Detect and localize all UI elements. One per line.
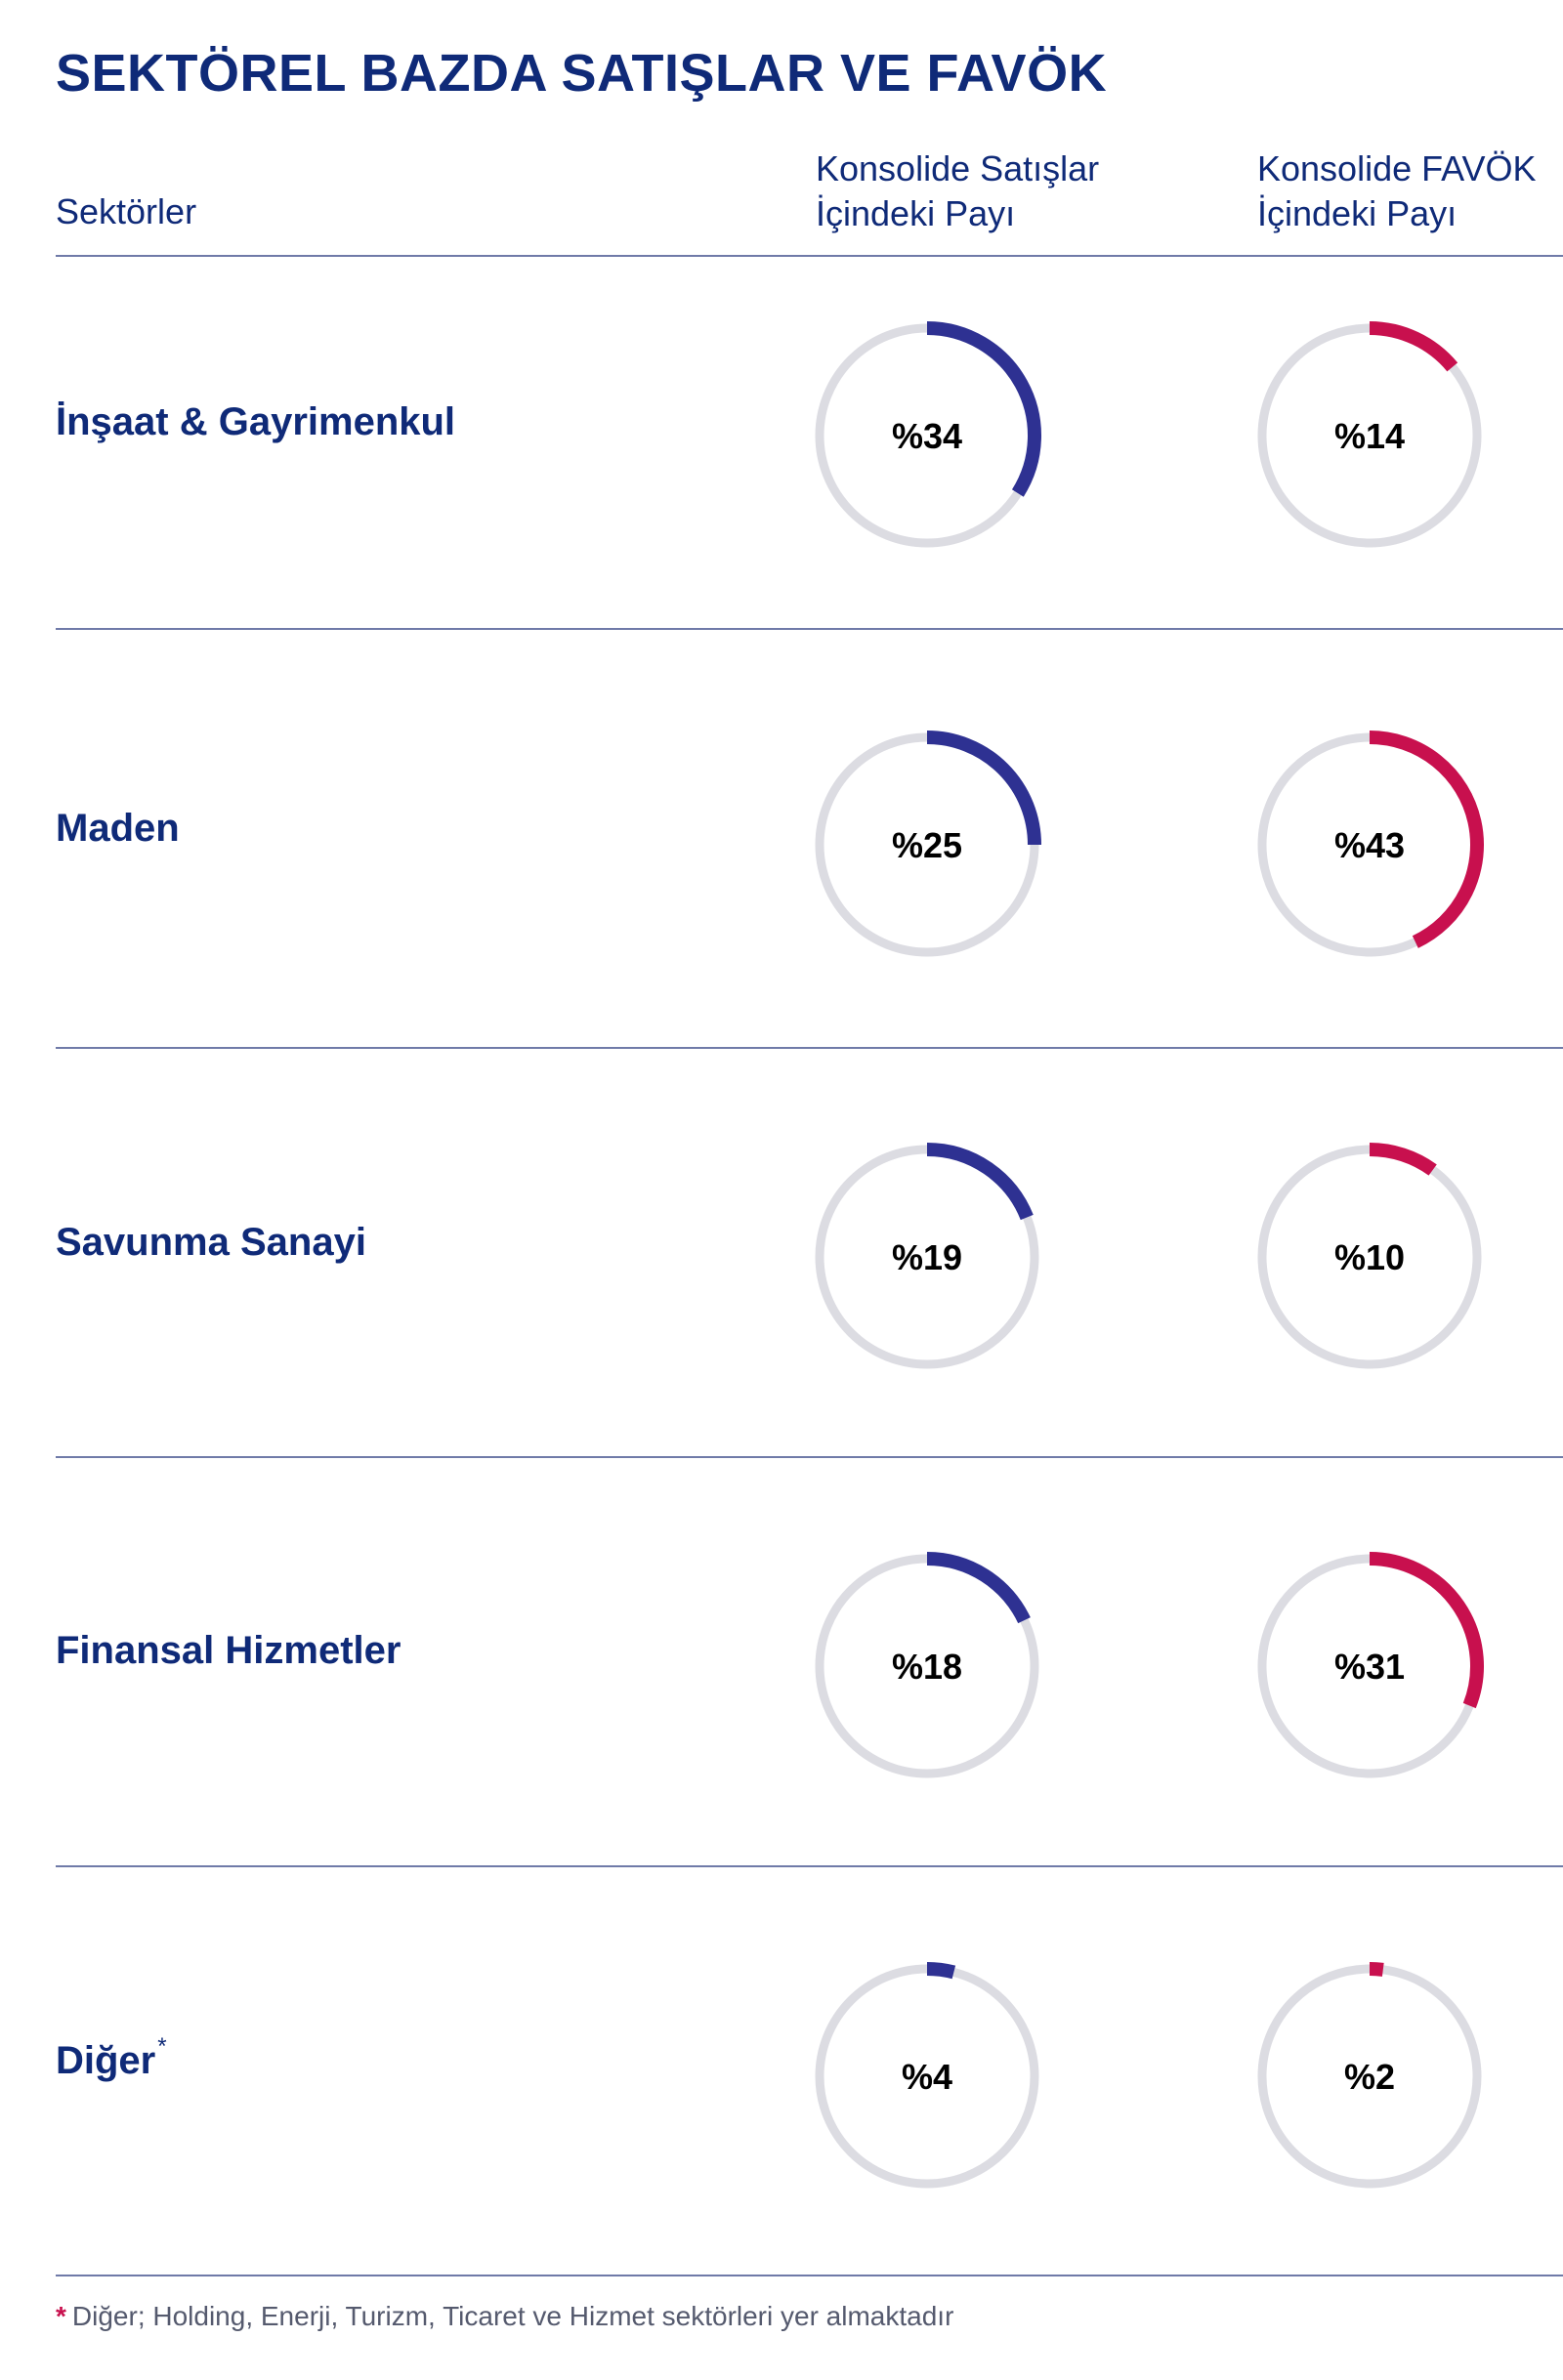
donut-sales-construction: %34 [815,321,1041,548]
row-label-defense: Savunma Sanayi [56,1221,368,1265]
header-ebitda-share: Konsolide FAVÖK İçindeki Payı [1257,146,1537,236]
donut-arc-ebitda [1369,321,1458,372]
page-title: SEKTÖREL BAZDA SATIŞLAR VE FAVÖK [56,44,1108,103]
donut-arc-sales [926,1143,1034,1221]
row-divider [56,1456,1563,1458]
row-label-text: Maden [56,807,180,850]
donut-arc-ebitda [1369,731,1484,948]
donut-value-label: %19 [892,1237,962,1277]
donut-ebitda-mining: %43 [1257,731,1484,957]
footnote-mark: * [56,2301,66,2331]
row-divider [56,2275,1563,2276]
row-divider [56,628,1563,630]
donut-ebitda-other: %2 [1257,1962,1482,2189]
donut-value-label: %43 [1334,825,1405,865]
footnote: * Diğer; Holding, Enerji, Turizm, Ticaret… [56,2301,953,2332]
row-label-construction: İnşaat & Gayrimenkul [56,400,457,444]
header-ebitda-line1: Konsolide FAVÖK [1257,148,1537,188]
footnote-text: Diğer; Holding, Enerji, Turizm, Ticaret … [71,2301,954,2331]
row-divider [56,1865,1563,1867]
row-label-financial: Finansal Hizmetler [56,1629,402,1673]
donut-ebitda-construction: %14 [1257,321,1482,548]
row-label-text: Finansal Hizmetler [56,1629,401,1672]
header-sales-share: Konsolide Satışlar İçindeki Payı [816,146,1099,236]
donut-arc-sales [926,1962,956,1980]
donut-value-label: %18 [892,1647,962,1687]
donut-value-label: %2 [1344,2057,1395,2097]
header-sectors: Sektörler [56,189,196,234]
donut-ebitda-financial: %31 [1257,1552,1484,1778]
donut-arc-ebitda [1369,1552,1484,1709]
header-sales-line2: İçindeki Payı [816,193,1016,233]
donut-value-label: %31 [1334,1647,1405,1687]
row-label-text: Diğer [56,2039,156,2082]
donut-arc-sales [926,1552,1031,1624]
row-label-mining: Maden [56,807,182,851]
donut-arc-ebitda [1369,1962,1384,1977]
donut-arc-ebitda [1369,1143,1437,1176]
donut-arc-sales [926,731,1041,846]
donut-ebitda-defense: %10 [1257,1143,1482,1369]
header-ebitda-line2: İçindeki Payı [1257,193,1457,233]
donut-sales-other: %4 [815,1962,1039,2189]
donut-sales-financial: %18 [815,1552,1039,1778]
donut-sales-mining: %25 [815,731,1041,957]
header-sales-line1: Konsolide Satışlar [816,148,1100,188]
donut-value-label: %34 [892,416,962,456]
donut-value-label: %25 [892,825,962,865]
donut-value-label: %4 [902,2057,952,2097]
row-divider [56,1047,1563,1049]
row-label-text: İnşaat & Gayrimenkul [56,400,456,443]
donut-arc-sales [926,321,1041,497]
donut-value-label: %14 [1334,416,1405,456]
header-divider [56,255,1563,257]
header-sectors-label: Sektörler [56,191,197,231]
row-label-other: Diğer* [56,2033,167,2083]
row-note-mark: * [157,2033,167,2060]
row-label-text: Savunma Sanayi [56,1221,366,1264]
donut-sales-defense: %19 [815,1143,1039,1369]
donut-value-label: %10 [1334,1237,1405,1277]
